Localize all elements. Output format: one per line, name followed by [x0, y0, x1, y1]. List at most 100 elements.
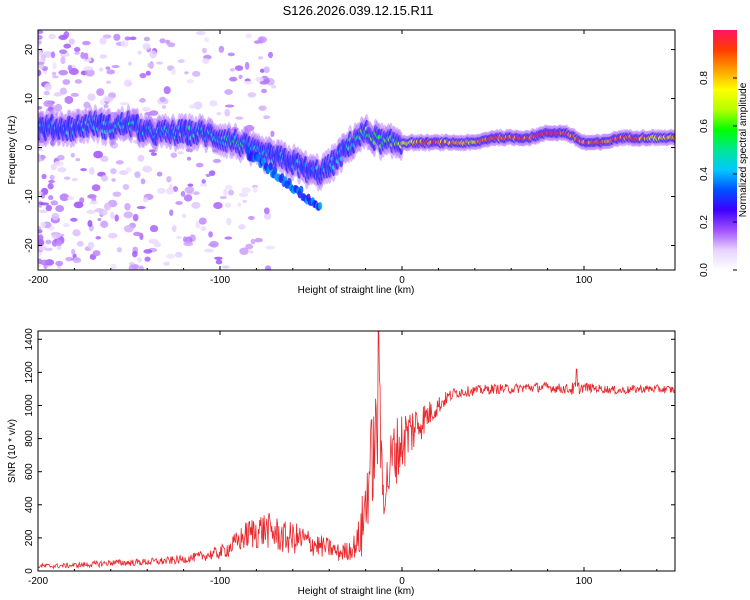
heatmap-noise-cell [87, 209, 94, 214]
heatmap-noise-cell [111, 64, 120, 69]
heatmap-noise-cell [38, 238, 45, 247]
heatmap-noise-cell [214, 256, 223, 260]
heatmap-noise-cell [100, 220, 109, 228]
heatmap-noise-cell [142, 165, 153, 173]
heatmap-noise-cell [74, 79, 83, 84]
heatmap-noise-cell [263, 115, 271, 120]
heatmap-noise-cell [71, 248, 76, 255]
heatmap-noise-cell [226, 217, 232, 226]
heatmap-noise-cell [116, 247, 123, 253]
heatmap-noise-cell [44, 82, 52, 91]
heatmap-noise-cell [204, 248, 214, 253]
heatmap-noise-cell [177, 59, 185, 63]
colorbar: 0.0 0.2 0.4 0.6 0.8 Normalized spectral ampl… [699, 30, 749, 277]
heatmap-noise-cell [187, 183, 194, 187]
heatmap-noise-cell [247, 92, 257, 98]
heatmap-noise-cell [110, 168, 117, 175]
heatmap-noise-cell [47, 182, 54, 190]
heatmap-noise-cell [261, 88, 268, 94]
heatmap-noise-cell [224, 184, 233, 190]
heatmap-noise-cell [57, 154, 65, 161]
heatmap-noise-cell [54, 103, 63, 112]
heatmap-noise-cell [58, 69, 69, 76]
heatmap-noise-cell [38, 105, 43, 110]
heatmap-noise-cell [238, 74, 243, 80]
heatmap-noise-cell [204, 37, 210, 43]
heatmap-noise-cell [227, 189, 235, 196]
figure-title: S126.2026.039.12.15.R11 [283, 3, 434, 18]
heatmap-noise-cell [94, 208, 104, 213]
heatmap-noise-cell [50, 51, 56, 59]
heatmap-noise-cell [175, 201, 183, 205]
heatmap-branch-cell [268, 162, 273, 171]
heatmap-noise-cell [83, 101, 91, 109]
heatmap-noise-cell [103, 104, 109, 109]
heatmap-noise-cell [133, 231, 142, 237]
spectrogram-y-tick-label: 0 [24, 144, 35, 150]
heatmap-noise-cell [87, 93, 96, 101]
heatmap-noise-cell [219, 195, 227, 200]
heatmap-noise-cell [40, 221, 46, 228]
heatmap-noise-cell [99, 98, 105, 106]
spectrogram-x-tick-label: 0 [399, 275, 405, 286]
heatmap-noise-cell [93, 150, 104, 159]
heatmap-noise-cell [124, 36, 132, 41]
heatmap-noise-cell [64, 95, 74, 104]
heatmap-noise-cell [263, 66, 270, 74]
heatmap-noise-cell [257, 56, 264, 60]
heatmap-noise-cell [163, 261, 171, 266]
heatmap-noise-cell [76, 240, 84, 247]
heatmap-noise-cell [184, 71, 189, 75]
heatmap-noise-cell [137, 154, 145, 162]
heatmap-noise-cell [244, 61, 250, 70]
snr-series-line [38, 331, 675, 570]
heatmap-noise-cell [258, 105, 267, 111]
heatmap-noise-cell [55, 239, 63, 247]
heatmap-noise-cell [63, 176, 71, 180]
heatmap-branch-cell [272, 166, 278, 175]
heatmap-noise-cell [245, 243, 254, 250]
heatmap-noise-cell [191, 201, 201, 209]
colorbar-tick-label: 0.2 [699, 215, 710, 229]
heatmap-noise-cell [238, 192, 249, 198]
heatmap-noise-cell [215, 259, 223, 265]
heatmap-noise-cell [59, 87, 68, 95]
heatmap-noise-cell [67, 64, 73, 72]
heatmap-noise-cell [74, 51, 80, 55]
heatmap-noise-cell [142, 106, 151, 112]
heatmap-noise-cell [126, 81, 133, 86]
heatmap-noise-cell [170, 152, 178, 158]
heatmap-noise-cell [254, 237, 263, 243]
heatmap-noise-cell [59, 193, 70, 202]
heatmap-noise-cell [166, 253, 176, 259]
heatmap-noise-cell [40, 202, 50, 206]
heatmap-noise-cell [174, 251, 183, 258]
heatmap-noise-cell [183, 194, 193, 202]
heatmap-noise-cell [171, 225, 177, 233]
snr-x-label: Height of straight line (km) [298, 586, 415, 597]
snr-y-label: SNR (10 * v/v) [7, 419, 18, 483]
heatmap-noise-cell [250, 238, 256, 245]
heatmap-noise-cell [38, 209, 49, 214]
heatmap-noise-cell [83, 52, 89, 60]
snr-x-tick-label: 0 [399, 576, 405, 587]
heatmap-noise-cell [98, 67, 104, 72]
spectrogram-y-tick-label: 20 [24, 44, 35, 56]
heatmap-noise-cell [248, 250, 254, 254]
heatmap-noise-cell [224, 89, 233, 95]
heatmap-noise-cell [156, 61, 163, 65]
heatmap-noise-cell [38, 69, 42, 77]
heatmap-noise-cell [89, 167, 95, 175]
heatmap-noise-cell [56, 245, 62, 251]
heatmap-noise-cell [255, 76, 264, 83]
snr-y-tick-label: 1000 [24, 394, 35, 417]
heatmap-noise-cell [198, 217, 207, 225]
heatmap-noise-cell [159, 38, 166, 44]
heatmap-noise-cell [253, 40, 262, 44]
spectrogram-frame [37, 29, 676, 271]
heatmap-noise-cell [108, 232, 118, 239]
snr-x-tick-label: -100 [210, 576, 230, 587]
heatmap-noise-cell [62, 223, 71, 228]
heatmap-noise-cell [180, 190, 186, 197]
